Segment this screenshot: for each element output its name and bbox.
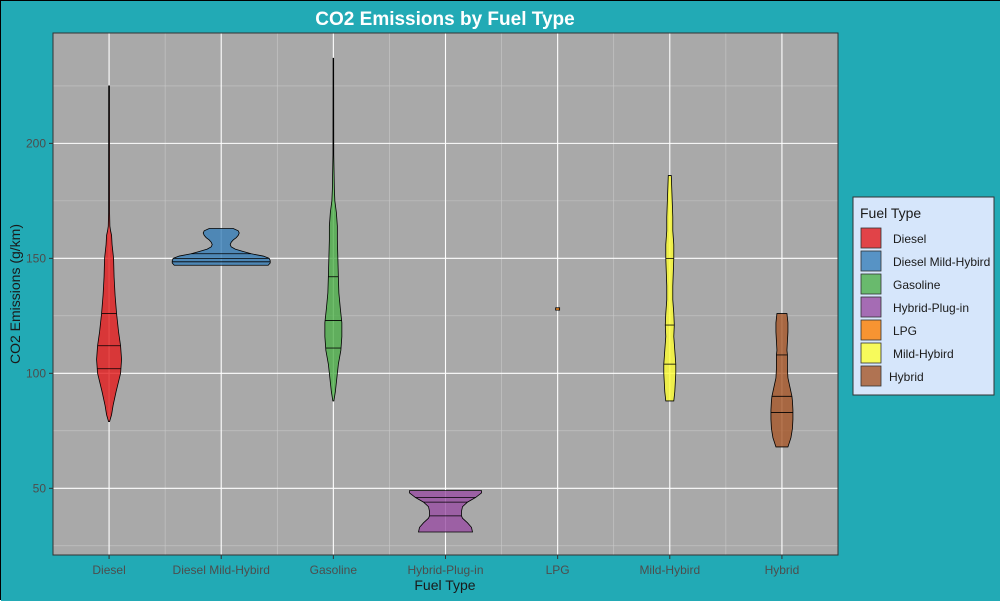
- violin-lpg: [555, 307, 561, 311]
- x-tick-label: Hybrid-Plug-in: [407, 563, 483, 577]
- violins: [96, 57, 794, 533]
- violin-mild-hybird: [663, 175, 677, 402]
- legend-label: Mild-Hybird: [893, 347, 954, 361]
- legend-key: [860, 273, 882, 295]
- violin-body: [555, 307, 561, 311]
- x-tick-label: Hybrid: [765, 563, 800, 577]
- x-axis-ticks: Diesel Diesel Mild-Hybird Gasoline Hybrid-P…: [92, 555, 799, 577]
- legend-key: [860, 227, 882, 249]
- x-tick-label: Gasoline: [310, 563, 358, 577]
- violin-diesel-mild-hybird: [171, 228, 271, 266]
- legend-label: Diesel: [893, 232, 926, 246]
- legend: Fuel Type Diesel Diesel Mild-Hybird Gasoli…: [852, 196, 995, 396]
- legend-title: Fuel Type: [860, 205, 921, 221]
- legend-label: Hybrid: [889, 370, 924, 384]
- legend-label: Gasoline: [893, 278, 941, 292]
- violin-body: [663, 175, 677, 402]
- y-tick-label: 50: [33, 481, 47, 495]
- legend-label: LPG: [893, 324, 917, 338]
- x-axis-title: Fuel Type: [414, 577, 475, 593]
- legend-box: [852, 196, 995, 396]
- y-tick-label: 200: [26, 136, 46, 150]
- x-tick-label: Mild-Hybird: [639, 563, 700, 577]
- legend-label: Diesel Mild-Hybird: [893, 255, 990, 269]
- x-tick-label: Diesel Mild-Hybird: [173, 563, 270, 577]
- violin-body: [324, 57, 343, 402]
- y-axis-ticks: 50 100 150 200: [26, 136, 53, 495]
- legend-key: [860, 319, 882, 341]
- violin-hybrid: [770, 313, 794, 448]
- legend-key: [860, 250, 882, 272]
- chart-title: CO2 Emissions by Fuel Type: [315, 9, 574, 30]
- violin-hybrid-plug-in: [409, 490, 482, 533]
- legend-key: [860, 365, 882, 387]
- violin-diesel: [96, 85, 122, 423]
- violin-body: [409, 490, 482, 533]
- y-axis-title: CO2 Emissions (g/km): [7, 224, 23, 364]
- legend-key: [860, 296, 882, 318]
- x-tick-label: Diesel: [92, 563, 125, 577]
- y-tick-label: 100: [26, 366, 46, 380]
- violin-body: [171, 228, 271, 266]
- legend-items: Diesel Diesel Mild-Hybird Gasoline Hybrid-P…: [860, 227, 990, 387]
- violin-gasoline: [324, 57, 343, 402]
- violin-body: [770, 313, 794, 448]
- x-tick-label: LPG: [546, 563, 570, 577]
- y-tick-label: 150: [26, 251, 46, 265]
- legend-key: [860, 342, 882, 364]
- legend-label: Hybrid-Plug-in: [893, 301, 969, 315]
